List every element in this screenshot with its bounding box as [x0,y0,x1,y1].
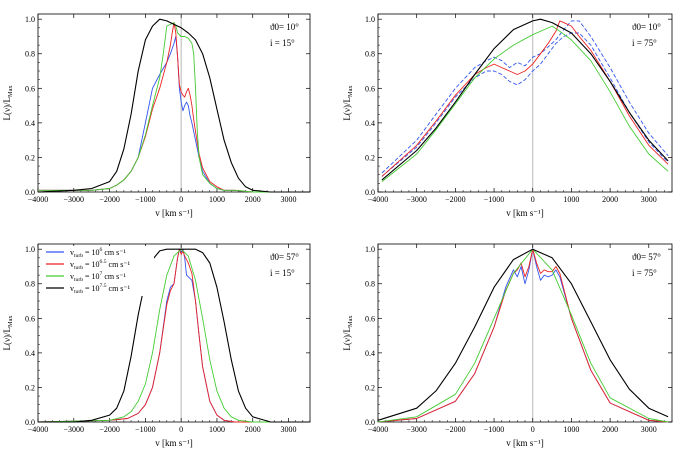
y-tick-label: 0.0 [365,418,375,427]
annotation-inclination: i = 15° [270,268,295,278]
y-tick-label: 0.6 [25,84,35,93]
legend-entry: vturb​ = 107​ cm s⁻¹ [70,271,126,283]
y-axis-label: L(ν)/LMax​ [342,85,354,121]
x-tick-label: 2000 [245,195,261,204]
x-tick-label: −3000 [64,195,85,204]
y-tick-label: 0.6 [25,314,35,323]
y-tick-label: 1.0 [25,245,35,254]
x-tick-label: 0 [179,425,183,434]
y-axis-label: L(ν)/LMax​ [342,315,354,351]
x-tick-label: −2000 [99,425,120,434]
series-line-3 [381,25,669,182]
y-tick-label: 0.2 [25,383,35,392]
annotation-theta: ϑ0= 10° [632,22,661,32]
series-line-4 [381,18,669,181]
y-tick-label: 0.4 [365,119,375,128]
chart-panel-top-right: −4000 −3000 −2000 −1000 0 1000 2000 3000 0.0 0.2 0… [342,13,673,218]
y-tick-label: 1.0 [365,15,375,24]
x-tick-label: 3000 [281,425,297,434]
x-tick-label: 1000 [563,195,579,204]
series-line-0 [377,248,669,423]
chart-panel-bottom-left: −4000 −3000 −2000 −1000 0 1000 2000 3000 0.0 0.2 0… [2,243,311,448]
x-tick-label: −1000 [484,425,505,434]
y-tick-label: 0.2 [365,153,375,162]
y-tick-label: 0.8 [25,50,35,59]
series-line-1 [38,22,310,193]
annotation-inclination: i = 75° [632,38,657,48]
y-tick-label: 0.4 [25,119,35,128]
x-axis-label: v [km s⁻¹] [155,208,192,218]
x-axis-label: v [km s⁻¹] [506,208,543,218]
x-tick-label: −2000 [445,195,466,204]
x-tick-label: 0 [179,195,183,204]
x-tick-label: −1000 [135,425,156,434]
x-tick-label: 2000 [245,425,261,434]
x-tick-label: 0 [531,195,535,204]
y-axis-label: L(ν)/LMax​ [2,315,14,351]
y-tick-label: 0.6 [365,314,375,323]
y-tick-label: 0.0 [365,188,375,197]
y-tick-label: 0.4 [25,349,35,358]
annotation-theta: ϑ0= 57° [632,252,661,262]
x-tick-label: −2000 [445,425,466,434]
x-tick-label: 3000 [281,195,297,204]
x-tick-label: 2000 [602,425,618,434]
y-tick-label: 0.8 [365,280,375,289]
y-axis-label: L(ν)/LMax​ [2,85,14,121]
series-line-0 [381,20,669,174]
x-tick-label: −4000 [28,195,49,204]
x-tick-label: 1000 [563,425,579,434]
legend-entry: vturb​ = 106.5​ cm s⁻¹ [70,259,131,271]
y-tick-label: 0.8 [365,50,375,59]
y-tick-label: 0.8 [25,280,35,289]
x-tick-label: 3000 [641,195,657,204]
x-tick-label: −4000 [368,425,389,434]
x-tick-label: −3000 [406,425,427,434]
x-axis-label: v [km s⁻¹] [506,438,543,448]
y-tick-label: 0.4 [365,349,375,358]
legend-entry: vturb​ = 106​ cm s⁻¹ [70,247,126,259]
x-tick-label: 0 [531,425,535,434]
legend-entry: vturb​ = 107.5​ cm s⁻¹ [70,283,131,295]
annotation-theta: ϑ0= 57° [270,252,299,262]
chart-panel-top-left: −4000 −3000 −2000 −1000 0 1000 2000 3000 0.0 0.2 0… [2,13,311,218]
x-tick-label: −4000 [28,425,49,434]
x-tick-label: −2000 [99,195,120,204]
x-tick-label: −4000 [368,195,389,204]
annotation-inclination: i = 15° [270,38,295,48]
annotation-theta: ϑ0= 10° [270,22,299,32]
y-tick-label: 0.2 [25,153,35,162]
x-tick-label: −3000 [406,195,427,204]
x-tick-label: −3000 [64,425,85,434]
annotation-inclination: i = 75° [632,268,657,278]
y-tick-label: 0.0 [25,418,35,427]
x-axis-label: v [km s⁻¹] [155,438,192,448]
x-tick-label: 1000 [209,425,225,434]
series-line-3 [377,248,669,421]
y-tick-label: 1.0 [365,245,375,254]
series-line-1 [377,248,669,423]
series-line-1 [37,248,310,423]
plot-frame [377,243,673,423]
plot-frame [377,13,673,193]
series-line-0 [38,36,310,193]
y-tick-label: 0.6 [365,84,375,93]
x-tick-label: 2000 [602,195,618,204]
x-tick-label: 1000 [209,195,225,204]
series-line-2 [381,20,669,177]
x-tick-label: −1000 [135,195,156,204]
chart-panel-bottom-right: −4000 −3000 −2000 −1000 0 1000 2000 3000 0.0 0.2 0… [342,243,673,448]
y-tick-label: 1.0 [25,15,35,24]
y-tick-label: 0.2 [365,383,375,392]
series-line-3 [37,18,310,193]
x-tick-label: 3000 [641,425,657,434]
series-line-2 [38,22,310,193]
y-tick-label: 0.0 [25,188,35,197]
series-line-3 [38,248,310,423]
x-tick-label: −1000 [484,195,505,204]
